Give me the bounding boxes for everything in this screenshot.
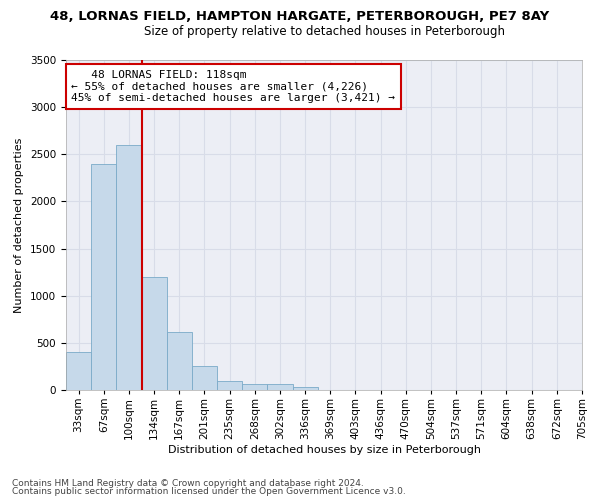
Bar <box>242 384 268 390</box>
Bar <box>116 145 142 390</box>
Bar <box>91 164 116 390</box>
Bar <box>142 277 167 390</box>
Text: Contains HM Land Registry data © Crown copyright and database right 2024.: Contains HM Land Registry data © Crown c… <box>12 478 364 488</box>
Y-axis label: Number of detached properties: Number of detached properties <box>14 138 25 312</box>
Bar <box>167 332 192 390</box>
X-axis label: Distribution of detached houses by size in Peterborough: Distribution of detached houses by size … <box>167 444 481 454</box>
Bar <box>66 352 91 390</box>
Bar <box>217 380 242 390</box>
Text: 48 LORNAS FIELD: 118sqm
← 55% of detached houses are smaller (4,226)
45% of semi: 48 LORNAS FIELD: 118sqm ← 55% of detache… <box>71 70 395 103</box>
Bar <box>192 366 217 390</box>
Title: Size of property relative to detached houses in Peterborough: Size of property relative to detached ho… <box>143 25 505 38</box>
Bar <box>293 387 318 390</box>
Text: Contains public sector information licensed under the Open Government Licence v3: Contains public sector information licen… <box>12 487 406 496</box>
Text: 48, LORNAS FIELD, HAMPTON HARGATE, PETERBOROUGH, PE7 8AY: 48, LORNAS FIELD, HAMPTON HARGATE, PETER… <box>50 10 550 23</box>
Bar <box>268 384 293 390</box>
